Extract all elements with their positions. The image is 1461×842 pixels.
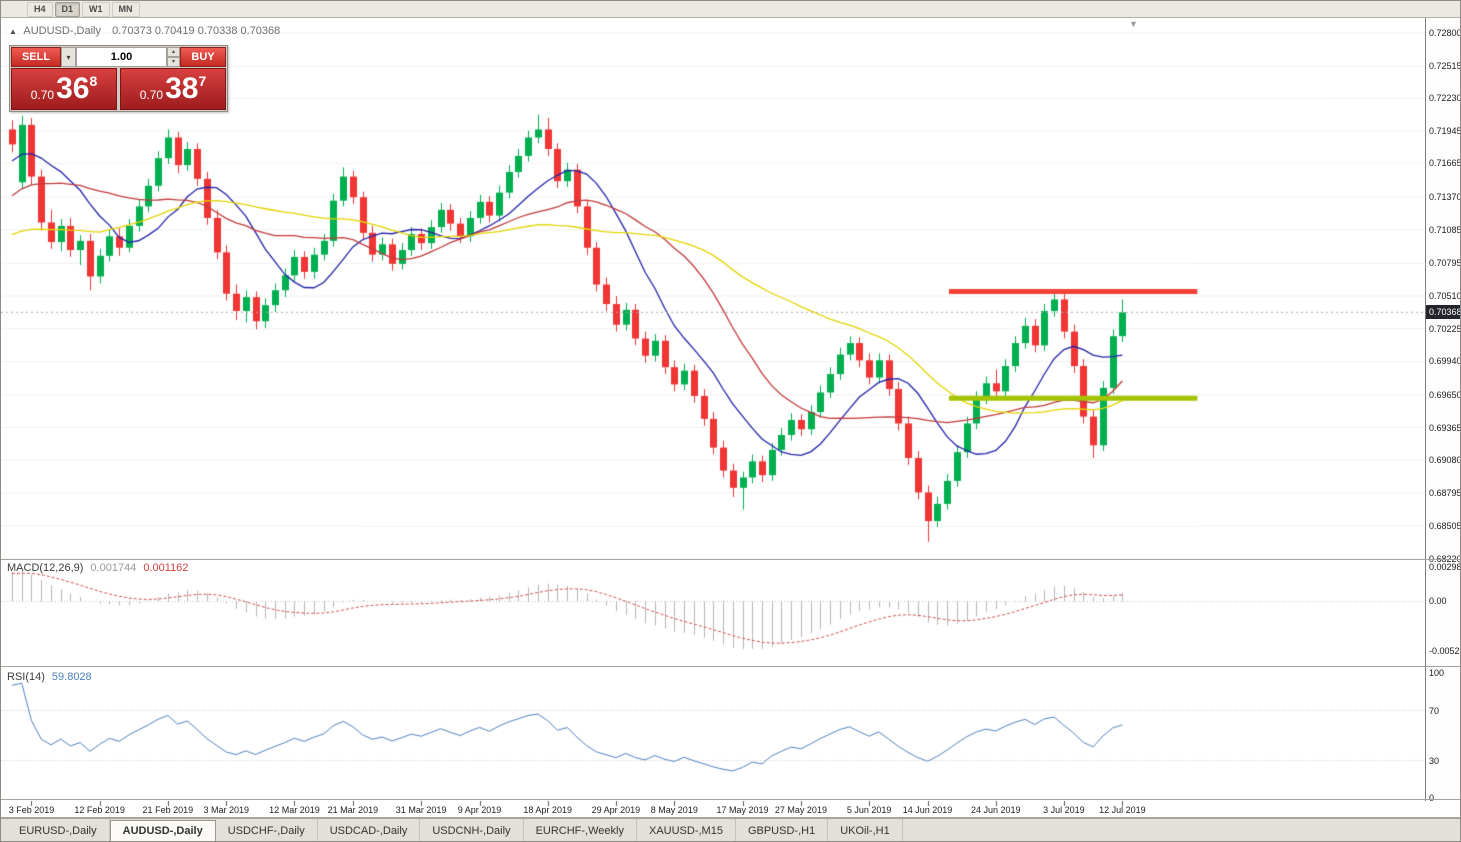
price-axis-label: 0.71085 [1429,224,1461,235]
macd-axis-label: 0.00 [1429,596,1447,607]
ask-price-sup: 7 [198,73,207,89]
date-axis-label: 24 Jun 2019 [970,805,1021,815]
one-click-trading-panel: SELL ▾ ▴ ▾ BUY 0.70 36 8 0.70 38 7 [9,45,228,112]
current-price-badge: 0.70368 [1426,305,1460,320]
price-axis-label: 0.68505 [1429,521,1461,532]
rsi-value: 59.8028 [51,671,92,683]
date-axis-label: 14 Jun 2019 [902,805,953,815]
timeframe-button-h4[interactable]: H4 [27,1,53,17]
date-axis-label: 29 Apr 2019 [591,805,641,815]
pane-separator [1,817,1460,818]
volume-input[interactable] [76,47,167,67]
sell-button[interactable]: SELL [11,47,61,67]
price-axis-label: 0.71665 [1429,158,1461,169]
bid-price-sup: 8 [89,73,98,89]
price-axis-label: 0.69650 [1429,389,1461,400]
chart-tab-usdcnh[interactable]: USDCNH-,Daily [420,819,524,841]
pane-separator[interactable] [1,666,1460,667]
volume-stepper: ▴ ▾ [167,47,180,67]
chart-shift-marker-icon: ▼ [1129,19,1138,29]
macd-signal-value: 0.001162 [143,562,189,574]
rsi-axis-label: 0 [1429,793,1435,803]
pane-separator[interactable] [1,559,1460,560]
volume-increase-button[interactable]: ▴ [167,47,180,57]
macd-indicator-label: MACD(12,26,9) 0.001744 0.001162 [7,562,188,574]
date-axis-label: 8 May 2019 [650,805,698,815]
date-axis-label: 3 Jul 2019 [1043,805,1085,815]
timeframe-button-mn[interactable]: MN [111,1,140,17]
chart-tab-bar: EURUSD-,Daily AUDUSD-,Daily USDCHF-,Daily U… [1,818,1460,841]
price-axis-label: 0.70795 [1429,258,1461,269]
date-axis-label: 5 Jun 2019 [846,805,892,815]
chart-tab-eurusd[interactable]: EURUSD-,Daily [7,819,110,841]
macd-axis-label: -0.005256 [1429,646,1460,656]
chart-tab-gbpusd[interactable]: GBPUSD-,H1 [736,819,829,841]
volume-decrease-button[interactable]: ▾ [167,57,180,67]
date-axis-label: 12 Feb 2019 [74,805,125,815]
timeframe-button-w1[interactable]: W1 [82,1,110,17]
macd-axis-label: 0.002984 [1429,562,1460,572]
price-axis-label: 0.71370 [1429,192,1461,203]
buy-button[interactable]: BUY [180,47,226,67]
rsi-axis-label: 100 [1429,668,1445,678]
date-axis-label: 3 Feb 2019 [8,805,55,815]
bid-ask-row: 0.70 36 8 0.70 38 7 [11,68,226,110]
date-axis-label: 21 Mar 2019 [327,805,379,815]
chart-title: ▲ AUDUSD-,Daily 0.70373 0.70419 0.70338 … [9,25,280,37]
price-axis-label: 0.69940 [1429,356,1461,367]
date-axis-label: 27 May 2019 [774,805,827,815]
date-axis-label: 9 Apr 2019 [457,805,502,815]
ask-price-big: 38 [165,72,199,105]
price-axis-label: 0.72800 [1429,28,1461,38]
ask-price-prefix: 0.70 [139,88,164,102]
window-marker-icon: ▲ [9,27,17,36]
volume-dropdown-button[interactable]: ▾ [61,47,76,67]
chart-tab-audusd[interactable]: AUDUSD-,Daily [109,820,216,841]
price-axis-label: 0.72230 [1429,93,1461,104]
date-axis-label: 21 Feb 2019 [142,805,194,815]
price-axis-label: 0.70510 [1429,291,1461,301]
chart-tab-eurchf[interactable]: EURCHF-,Weekly [524,819,637,841]
chart-canvas[interactable] [1,18,1425,818]
rsi-name: RSI(14) [7,671,45,683]
macd-name: MACD(12,26,9) [7,562,84,574]
chart-tab-usdchf[interactable]: USDCHF-,Daily [216,819,318,841]
date-axis-label: 12 Jul 2019 [1099,805,1146,815]
pane-separator [1,799,1460,800]
price-axis-label: 0.68795 [1429,487,1461,498]
chart-tab-xauusd[interactable]: XAUUSD-,M15 [637,819,736,841]
date-axis-label: 17 May 2019 [716,805,769,815]
rsi-axis-label: 30 [1429,755,1440,766]
price-axis-label: 0.69365 [1429,422,1461,433]
timeframe-button-d1[interactable]: D1 [54,1,81,17]
price-axis-label: 0.70225 [1429,323,1461,334]
rsi-indicator-label: RSI(14) 59.8028 [7,671,92,683]
rsi-axis-label: 70 [1429,705,1440,716]
chart-ohlc-values: 0.70373 0.70419 0.70338 0.70368 [112,25,281,37]
bid-price-display[interactable]: 0.70 36 8 [11,68,117,110]
date-axis-label: 12 Mar 2019 [269,805,320,815]
ask-price-display[interactable]: 0.70 38 7 [120,68,226,110]
date-axis-label: 31 Mar 2019 [395,805,447,815]
price-axis: 0.70368 0.72800 0.72515 0.72230 0.71945 0.71… [1425,18,1461,803]
chart-tab-ukoil[interactable]: UKOil-,H1 [828,819,903,841]
price-axis-label: 0.71945 [1429,126,1461,137]
timeframe-toolbar: H4 D1 W1 MN [1,1,1460,18]
date-axis: 3 Feb 2019 12 Feb 2019 21 Feb 2019 3 Mar 20… [1,801,1425,818]
date-axis-label: 3 Mar 2019 [203,805,250,815]
chart-tab-usdcad[interactable]: USDCAD-,Daily [318,819,421,841]
bid-price-prefix: 0.70 [30,88,55,102]
chart-symbol-period: AUDUSD-,Daily [23,25,101,37]
price-axis-label: 0.72515 [1429,60,1461,71]
trade-controls-row: SELL ▾ ▴ ▾ BUY [11,47,226,67]
date-axis-label: 18 Apr 2019 [523,805,572,815]
macd-main-value: 0.001744 [90,562,137,574]
price-axis-label: 0.69080 [1429,455,1461,466]
bid-price-big: 36 [56,72,90,105]
